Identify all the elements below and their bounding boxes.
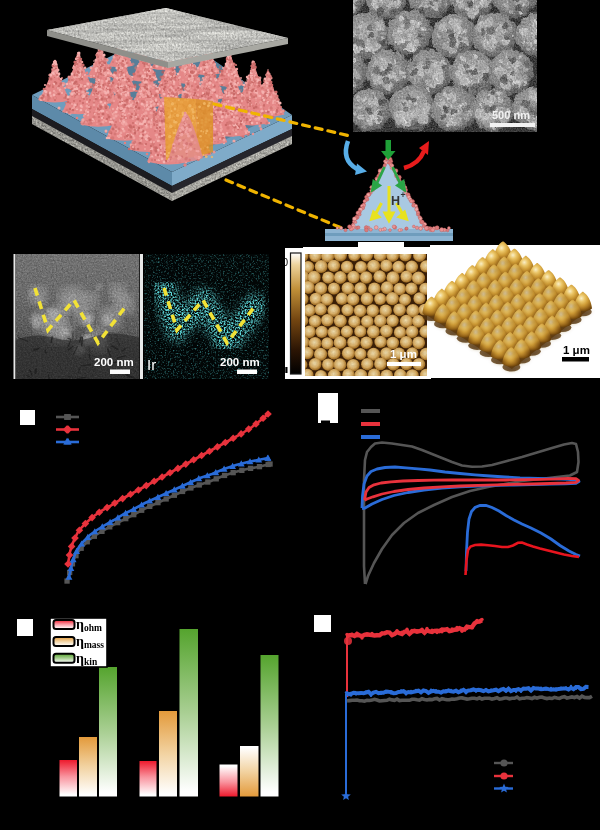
svg-text:0: 0 (283, 257, 289, 268)
svg-text:1 μm: 1 μm (563, 344, 590, 356)
svg-text:Ir: Ir (147, 356, 156, 373)
svg-text:200 nm: 200 nm (220, 356, 260, 368)
svg-text:500 nm: 500 nm (492, 109, 530, 121)
svg-text:H: H (391, 194, 400, 208)
svg-text:200 nm: 200 nm (94, 356, 134, 368)
svg-text:+: + (401, 190, 406, 200)
svg-text:1 μm: 1 μm (390, 348, 417, 360)
